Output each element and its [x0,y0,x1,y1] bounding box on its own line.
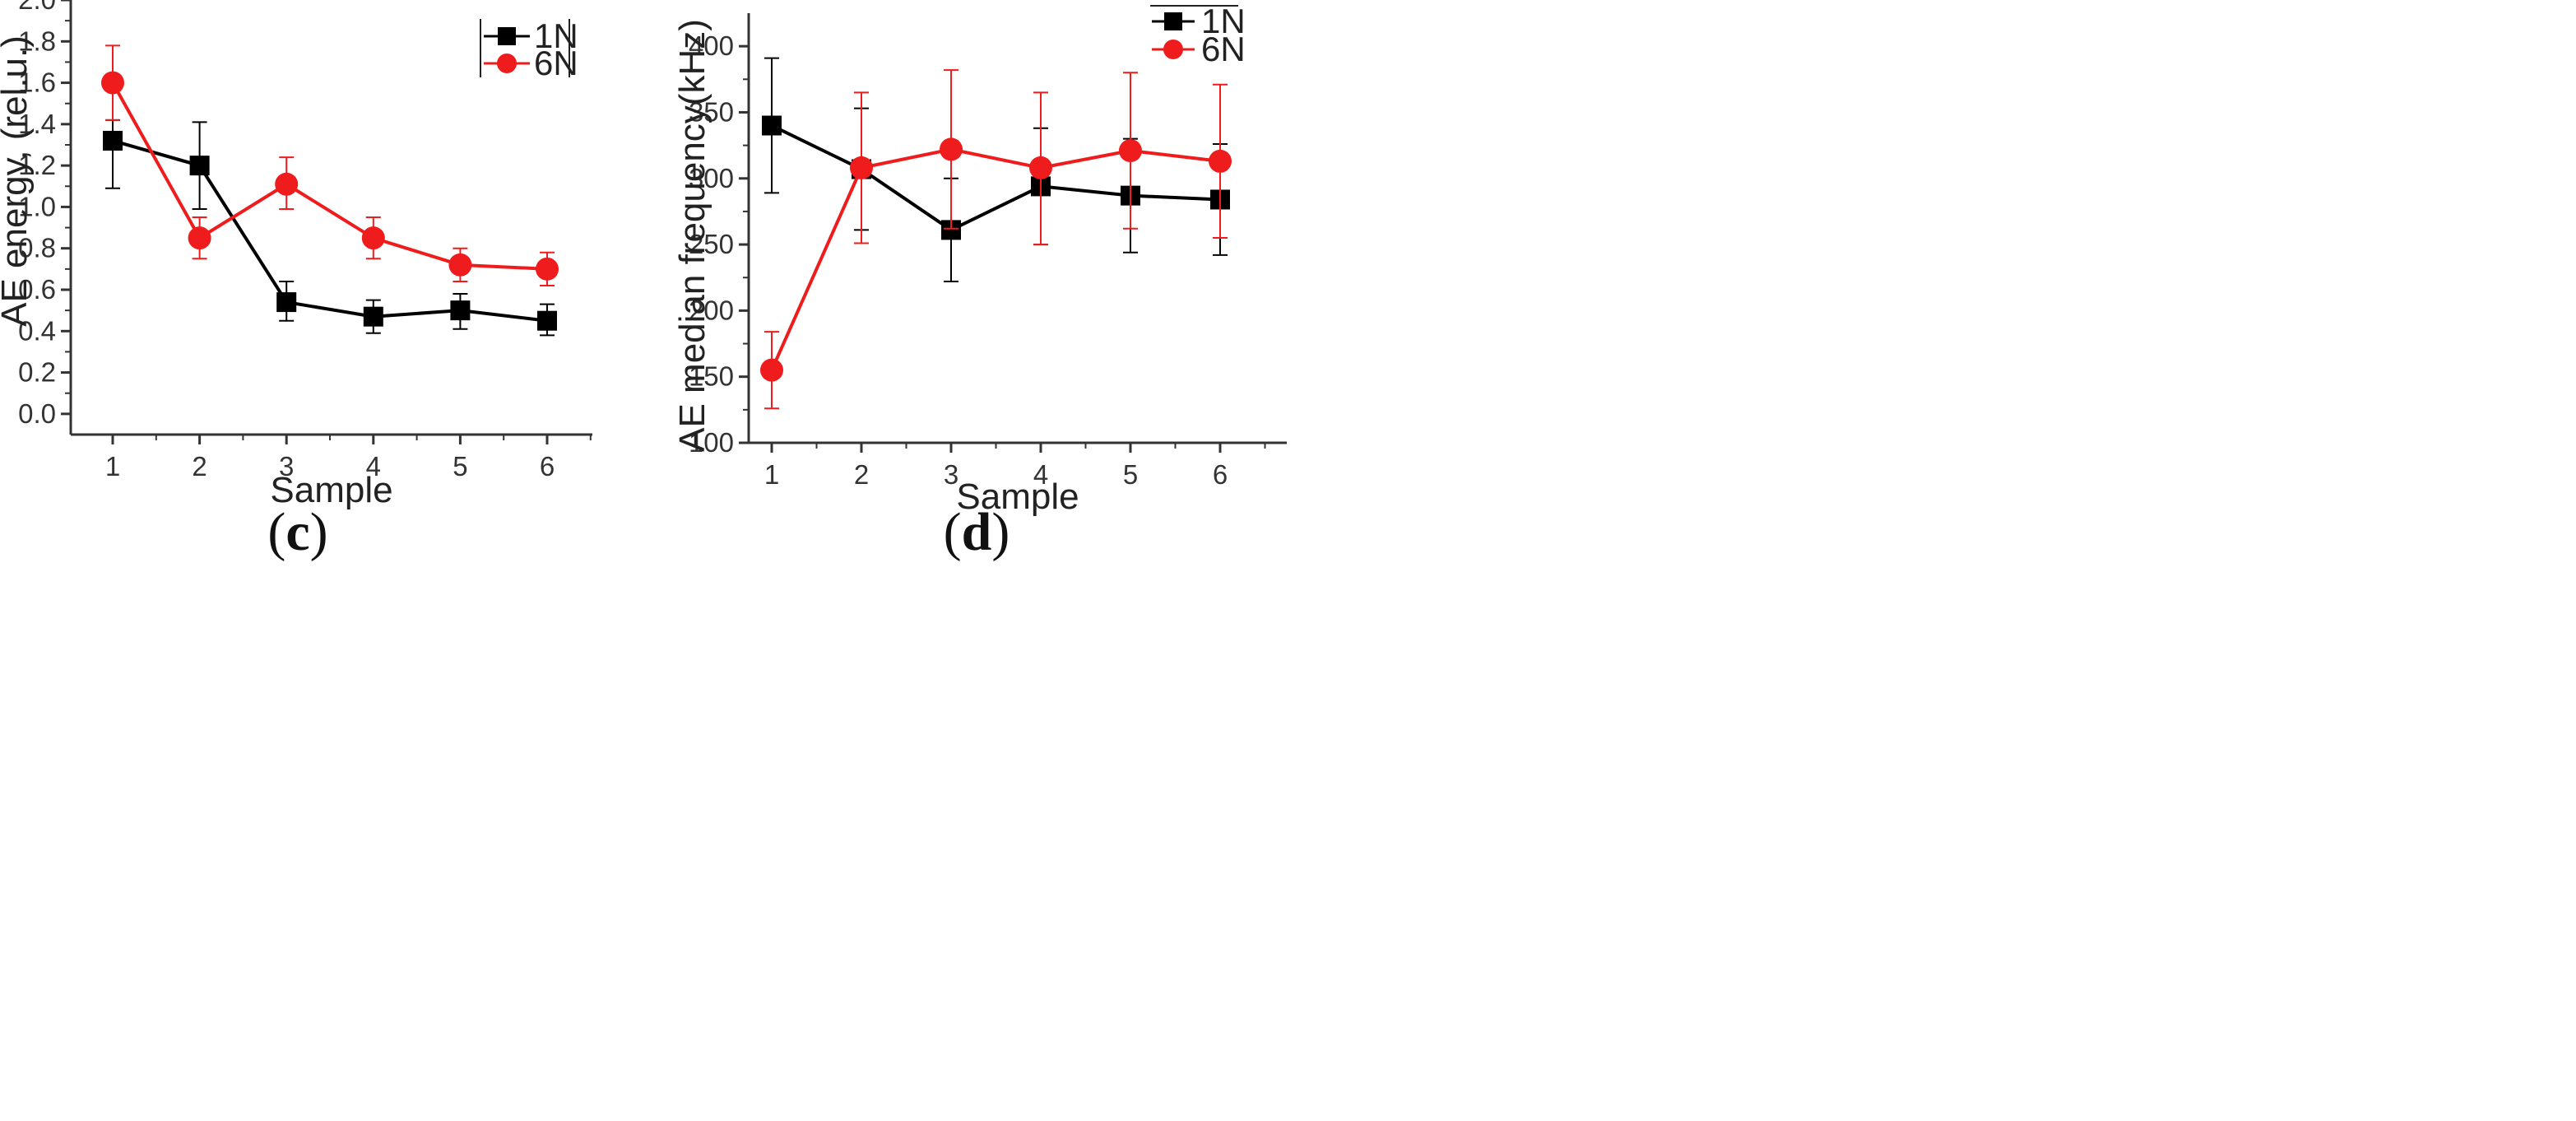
series-layer-d [760,57,1232,410]
y-tick-label: 350 [689,96,734,127]
data-point-circle [188,226,211,250]
x-tick-label: 2 [192,451,207,481]
x-tick-label: 3 [279,451,294,481]
panel-label-open: ( [267,502,285,562]
data-point-circle [361,226,385,250]
legend-marker-square-icon [1164,12,1182,30]
y-tick-label: 0.6 [18,274,56,305]
data-point-square [363,306,383,327]
data-point-circle [1209,149,1232,173]
y-tick-label: 1.8 [18,26,56,56]
x-tick-label: 4 [366,451,381,481]
data-point-square [189,156,210,176]
series-1N [762,57,1230,283]
y-tick-label: 0.0 [18,398,56,429]
y-tick-label: 0.2 [18,357,56,388]
y-axis-title: AE median frequency(kHz) [672,19,712,452]
legend-c: 1N 6N [480,16,578,82]
x-tick-label: 3 [944,459,958,490]
y-axis-title: AE energy, (rel.u.) [0,35,35,327]
x-tick-label: 6 [1213,459,1228,490]
y-tick-label: 150 [689,361,734,392]
data-point-circle [101,71,124,95]
legend-marker-circle-icon [497,53,517,73]
data-point-circle [850,156,873,179]
x-tick-label: 1 [764,459,779,490]
panel-label-close: ) [310,502,328,562]
chart-panel-d: 100 150 200 250 300 350 400 1 2 3 4 5 6 Sample AE me… [672,2,1287,562]
series-line-1N [771,123,1221,232]
data-point-circle [536,257,559,281]
panel-label-open: ( [944,502,962,562]
x-tick-label: 1 [105,451,120,481]
data-point-circle [1029,156,1052,179]
data-point-square [276,292,297,313]
panel-label-d: (d) [944,502,1010,562]
legend-label-1N: 1N [534,16,578,55]
ticks-layer-d: 100 150 200 250 300 350 400 1 2 3 4 5 6 [689,30,1266,490]
panel-label-letter: d [962,502,992,562]
series-line-1N [112,139,548,323]
x-tick-label: 6 [540,451,555,481]
chart-panel-c: 0.00.20.40.60.81.01.21.41.61.82.0123456 … [0,0,592,562]
y-tick-label: 1.2 [18,150,56,180]
y-tick-label: 1.4 [18,109,56,139]
x-tick-label: 5 [453,451,467,481]
x-tick-label: 4 [1033,459,1048,490]
data-point-circle [940,137,963,161]
ticks-layer-c: 0.0 0.2 0.4 0.6 0.8 1.0 1.2 1.4 1.6 1.8 2.0 1 2 3 4 5 6 [18,0,592,481]
y-tick-label: 1.0 [18,191,56,221]
y-tick-label: 400 [689,30,734,61]
legend-label-1N: 1N [1201,2,1246,40]
data-point-circle [448,253,472,277]
data-point-square [450,300,471,321]
y-tick-label: 1.6 [18,67,56,98]
legend-label-6N: 6N [1201,30,1246,68]
x-tick-label: 5 [1123,459,1138,490]
data-point-circle [760,358,783,382]
y-tick-label: 300 [689,163,734,193]
series-6N [101,44,559,286]
y-tick-label: 0.8 [18,233,56,263]
legend-marker-square-icon [498,27,516,45]
y-tick-label: 200 [689,295,734,325]
legend-label-6N: 6N [534,44,578,82]
y-tick-label: 100 [689,427,734,458]
panel-label-c: (c) [267,502,327,562]
panel-label-letter: c [285,502,309,562]
series-layer-c [101,44,559,337]
data-point-square [537,310,557,331]
data-point-circle [275,172,299,196]
legend-d: 1N 6N [1150,2,1246,68]
panel-label-close: ) [991,502,1010,562]
data-point-square [103,130,123,151]
x-axis-title: Sample [270,470,392,510]
y-tick-label: 0.4 [18,315,56,346]
series-line-6N [770,147,1221,371]
series-1N [103,119,557,337]
x-tick-label: 2 [854,459,869,490]
series-line-6N [111,81,548,271]
data-point-square [762,115,782,136]
y-tick-label: 2.0 [18,0,56,15]
series-6N [760,69,1232,410]
y-tick-label: 250 [689,229,734,259]
x-axis-title: Sample [956,477,1079,517]
data-point-circle [1119,139,1142,163]
legend-marker-circle-icon [1163,40,1183,59]
